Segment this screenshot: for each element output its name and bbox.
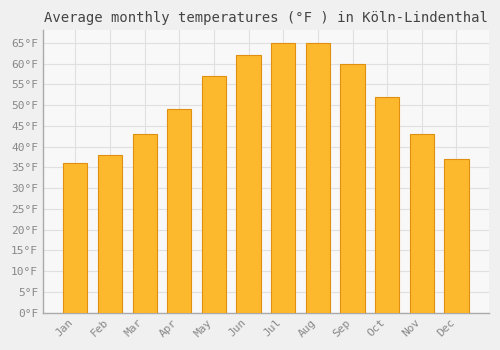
Bar xyxy=(63,163,88,313)
Bar xyxy=(444,159,468,313)
Bar xyxy=(98,155,122,313)
Bar xyxy=(340,64,364,313)
Bar xyxy=(202,76,226,313)
Bar xyxy=(271,43,295,313)
Bar xyxy=(375,97,400,313)
Bar xyxy=(306,43,330,313)
Title: Average monthly temperatures (°F ) in Köln-Lindenthal: Average monthly temperatures (°F ) in Kö… xyxy=(44,11,488,25)
Bar xyxy=(236,55,260,313)
Bar xyxy=(167,109,192,313)
Bar xyxy=(410,134,434,313)
Bar xyxy=(132,134,157,313)
